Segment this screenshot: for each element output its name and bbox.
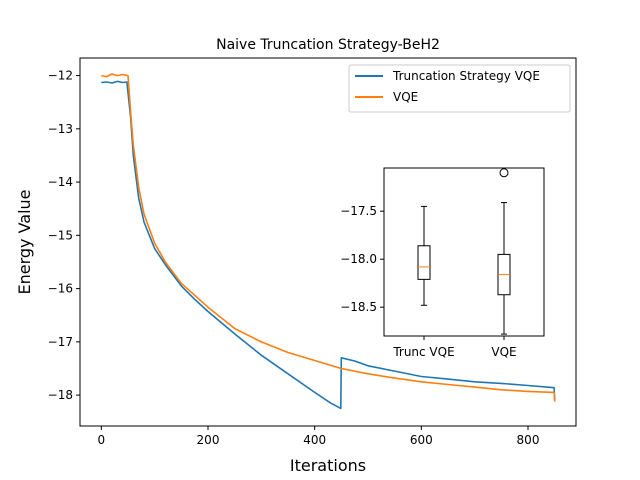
inset-y-tick-label: −18.5 bbox=[340, 300, 377, 314]
y-tick-label: −17 bbox=[48, 335, 73, 349]
inset-plot-area bbox=[384, 168, 544, 336]
box-1 bbox=[497, 168, 511, 335]
x-tick-label: 800 bbox=[517, 433, 540, 447]
box-outlier bbox=[499, 168, 509, 178]
y-axis-label: Energy Value bbox=[15, 189, 34, 294]
legend-label-truncation: Truncation Strategy VQE bbox=[392, 69, 540, 83]
main-series-group bbox=[101, 73, 556, 410]
y-tick-label: −16 bbox=[48, 282, 73, 296]
inset-boxplot: −17.5 −18.0 −18.5 Trunc VQE VQE bbox=[340, 167, 545, 359]
main-y-ticks: −12 −13 −14 −15 −16 −17 −18 bbox=[48, 69, 80, 402]
main-x-ticks: 0 200 400 600 800 bbox=[98, 426, 540, 447]
y-tick-label: −14 bbox=[48, 175, 73, 189]
y-tick-label: −13 bbox=[48, 122, 73, 136]
x-tick-label: 400 bbox=[303, 433, 326, 447]
series-line-0 bbox=[101, 80, 556, 410]
legend-label-vqe: VQE bbox=[393, 90, 418, 104]
inset-y-ticks: −17.5 −18.0 −18.5 bbox=[340, 204, 384, 314]
x-axis-label: Iterations bbox=[290, 456, 366, 475]
y-tick-label: −12 bbox=[48, 69, 73, 83]
inset-plot-frame bbox=[383, 167, 545, 337]
inset-x-tick-label: Trunc VQE bbox=[392, 345, 454, 359]
inset-box-group bbox=[417, 168, 511, 335]
inset-x-ticks: Trunc VQE VQE bbox=[392, 336, 517, 359]
box-iqr bbox=[417, 245, 431, 280]
inset-y-tick-label: −17.5 bbox=[340, 204, 377, 218]
legend: Truncation Strategy VQE VQE bbox=[348, 64, 571, 113]
box-0 bbox=[417, 205, 431, 306]
x-tick-label: 200 bbox=[197, 433, 220, 447]
inset-x-tick-label: VQE bbox=[491, 345, 516, 359]
legend-box bbox=[348, 64, 571, 113]
inset-y-tick-label: −18.0 bbox=[340, 252, 377, 266]
y-tick-label: −15 bbox=[48, 228, 73, 242]
chart-title: Naive Truncation Strategy-BeH2 bbox=[216, 37, 440, 53]
y-tick-label: −18 bbox=[48, 388, 73, 402]
main-plot-frame bbox=[79, 57, 577, 427]
x-tick-label: 0 bbox=[98, 433, 106, 447]
x-tick-label: 600 bbox=[410, 433, 433, 447]
series-line-1 bbox=[101, 73, 556, 402]
